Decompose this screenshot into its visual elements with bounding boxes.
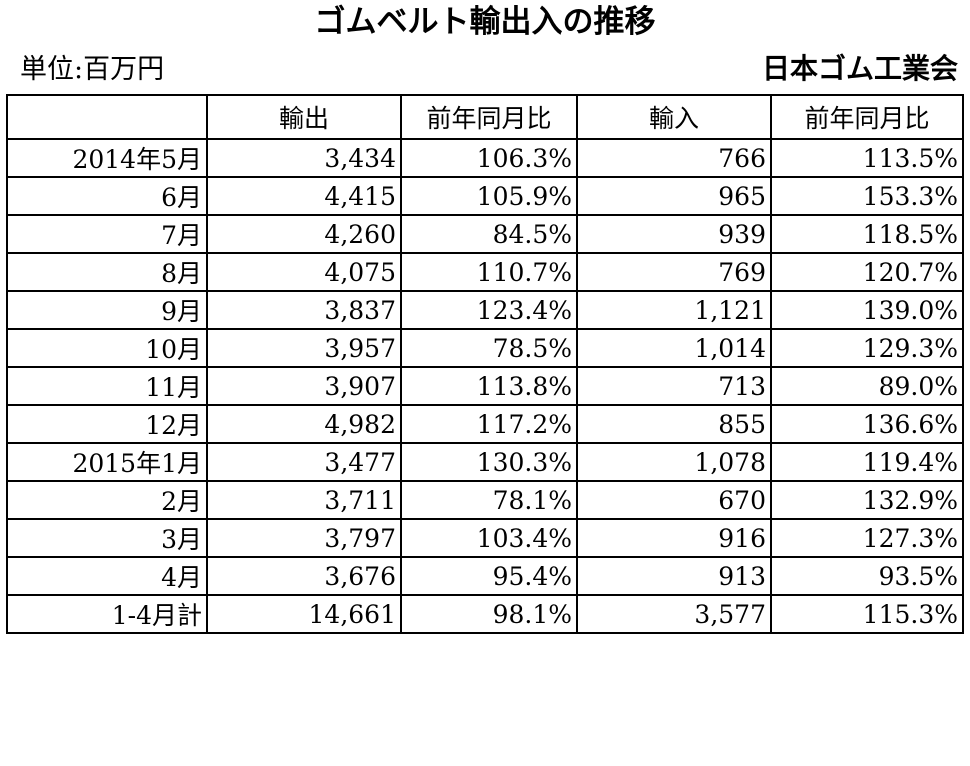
period-cell: 1-4月計 bbox=[6, 594, 208, 634]
import-yoy-cell: 120.7% bbox=[770, 252, 964, 292]
period-cell: 3月 bbox=[6, 518, 208, 558]
exports-cell: 3,711 bbox=[206, 480, 402, 520]
export-yoy-cell: 130.3% bbox=[400, 442, 578, 482]
export-yoy-cell: 98.1% bbox=[400, 594, 578, 634]
imports-cell: 1,078 bbox=[576, 442, 772, 482]
imports-cell: 965 bbox=[576, 176, 772, 216]
exports-cell: 3,797 bbox=[206, 518, 402, 558]
exports-cell: 3,477 bbox=[206, 442, 402, 482]
import-yoy-cell: 113.5% bbox=[770, 138, 964, 178]
imports-cell: 913 bbox=[576, 556, 772, 596]
export-yoy-cell: 113.8% bbox=[400, 366, 578, 406]
imports-cell: 916 bbox=[576, 518, 772, 558]
import-yoy-cell: 119.4% bbox=[770, 442, 964, 482]
page-title: ゴムベルト輸出入の推移 bbox=[314, 4, 656, 40]
exports-cell: 4,075 bbox=[206, 252, 402, 292]
table-row: 12月 4,982 117.2% 855 136.6% bbox=[6, 404, 964, 444]
import-yoy-cell: 136.6% bbox=[770, 404, 964, 444]
table-row: 2014年5月 3,434 106.3% 766 113.5% bbox=[6, 138, 964, 178]
table-row: 2015年1月 3,477 130.3% 1,078 119.4% bbox=[6, 442, 964, 482]
table-row: 6月 4,415 105.9% 965 153.3% bbox=[6, 176, 964, 216]
export-yoy-cell: 123.4% bbox=[400, 290, 578, 330]
table-row: 4月 3,676 95.4% 913 93.5% bbox=[6, 556, 964, 596]
table-row: 10月 3,957 78.5% 1,014 129.3% bbox=[6, 328, 964, 368]
table-row: 9月 3,837 123.4% 1,121 139.0% bbox=[6, 290, 964, 330]
exports-cell: 4,415 bbox=[206, 176, 402, 216]
period-cell: 2014年5月 bbox=[6, 138, 208, 178]
period-cell: 12月 bbox=[6, 404, 208, 444]
imports-cell: 939 bbox=[576, 214, 772, 254]
table-row: 7月 4,260 84.5% 939 118.5% bbox=[6, 214, 964, 254]
exports-cell: 14,661 bbox=[206, 594, 402, 634]
period-cell: 2月 bbox=[6, 480, 208, 520]
import-yoy-cell: 93.5% bbox=[770, 556, 964, 596]
header-export-yoy: 前年同月比 bbox=[400, 94, 578, 140]
export-yoy-cell: 110.7% bbox=[400, 252, 578, 292]
period-cell: 7月 bbox=[6, 214, 208, 254]
table-row: 2月 3,711 78.1% 670 132.9% bbox=[6, 480, 964, 520]
imports-cell: 769 bbox=[576, 252, 772, 292]
imports-cell: 766 bbox=[576, 138, 772, 178]
exports-cell: 3,676 bbox=[206, 556, 402, 596]
imports-cell: 670 bbox=[576, 480, 772, 520]
import-yoy-cell: 118.5% bbox=[770, 214, 964, 254]
table-row: 8月 4,075 110.7% 769 120.7% bbox=[6, 252, 964, 292]
header-period bbox=[6, 94, 208, 140]
rubber-belt-trade-table: 輸出 前年同月比 輸入 前年同月比 2014年5月 3,434 106.3% 766 1… bbox=[6, 94, 964, 634]
period-cell: 10月 bbox=[6, 328, 208, 368]
period-cell: 11月 bbox=[6, 366, 208, 406]
unit-label: 単位:百万円 bbox=[20, 54, 165, 85]
imports-cell: 713 bbox=[576, 366, 772, 406]
export-yoy-cell: 78.1% bbox=[400, 480, 578, 520]
export-yoy-cell: 95.4% bbox=[400, 556, 578, 596]
imports-cell: 3,577 bbox=[576, 594, 772, 634]
header-import-yoy: 前年同月比 bbox=[770, 94, 964, 140]
period-cell: 2015年1月 bbox=[6, 442, 208, 482]
period-cell: 4月 bbox=[6, 556, 208, 596]
export-yoy-cell: 117.2% bbox=[400, 404, 578, 444]
period-cell: 8月 bbox=[6, 252, 208, 292]
export-yoy-cell: 78.5% bbox=[400, 328, 578, 368]
table-row: 1-4月計 14,661 98.1% 3,577 115.3% bbox=[6, 594, 964, 634]
imports-cell: 855 bbox=[576, 404, 772, 444]
import-yoy-cell: 153.3% bbox=[770, 176, 964, 216]
imports-cell: 1,014 bbox=[576, 328, 772, 368]
export-yoy-cell: 105.9% bbox=[400, 176, 578, 216]
exports-cell: 4,982 bbox=[206, 404, 402, 444]
header-imports: 輸入 bbox=[576, 94, 772, 140]
table-row: 11月 3,907 113.8% 713 89.0% bbox=[6, 366, 964, 406]
import-yoy-cell: 89.0% bbox=[770, 366, 964, 406]
import-yoy-cell: 139.0% bbox=[770, 290, 964, 330]
exports-cell: 4,260 bbox=[206, 214, 402, 254]
period-cell: 9月 bbox=[6, 290, 208, 330]
export-yoy-cell: 84.5% bbox=[400, 214, 578, 254]
export-yoy-cell: 106.3% bbox=[400, 138, 578, 178]
import-yoy-cell: 132.9% bbox=[770, 480, 964, 520]
exports-cell: 3,907 bbox=[206, 366, 402, 406]
header-row: 輸出 前年同月比 輸入 前年同月比 bbox=[6, 94, 964, 140]
import-yoy-cell: 129.3% bbox=[770, 328, 964, 368]
import-yoy-cell: 115.3% bbox=[770, 594, 964, 634]
organization-label: 日本ゴム工業会 bbox=[761, 52, 958, 85]
table-body: 2014年5月 3,434 106.3% 766 113.5% 6月 4,415 105.9%… bbox=[6, 138, 964, 634]
imports-cell: 1,121 bbox=[576, 290, 772, 330]
import-yoy-cell: 127.3% bbox=[770, 518, 964, 558]
exports-cell: 3,434 bbox=[206, 138, 402, 178]
exports-cell: 3,837 bbox=[206, 290, 402, 330]
export-yoy-cell: 103.4% bbox=[400, 518, 578, 558]
period-cell: 6月 bbox=[6, 176, 208, 216]
header-exports: 輸出 bbox=[206, 94, 402, 140]
exports-cell: 3,957 bbox=[206, 328, 402, 368]
table-row: 3月 3,797 103.4% 916 127.3% bbox=[6, 518, 964, 558]
